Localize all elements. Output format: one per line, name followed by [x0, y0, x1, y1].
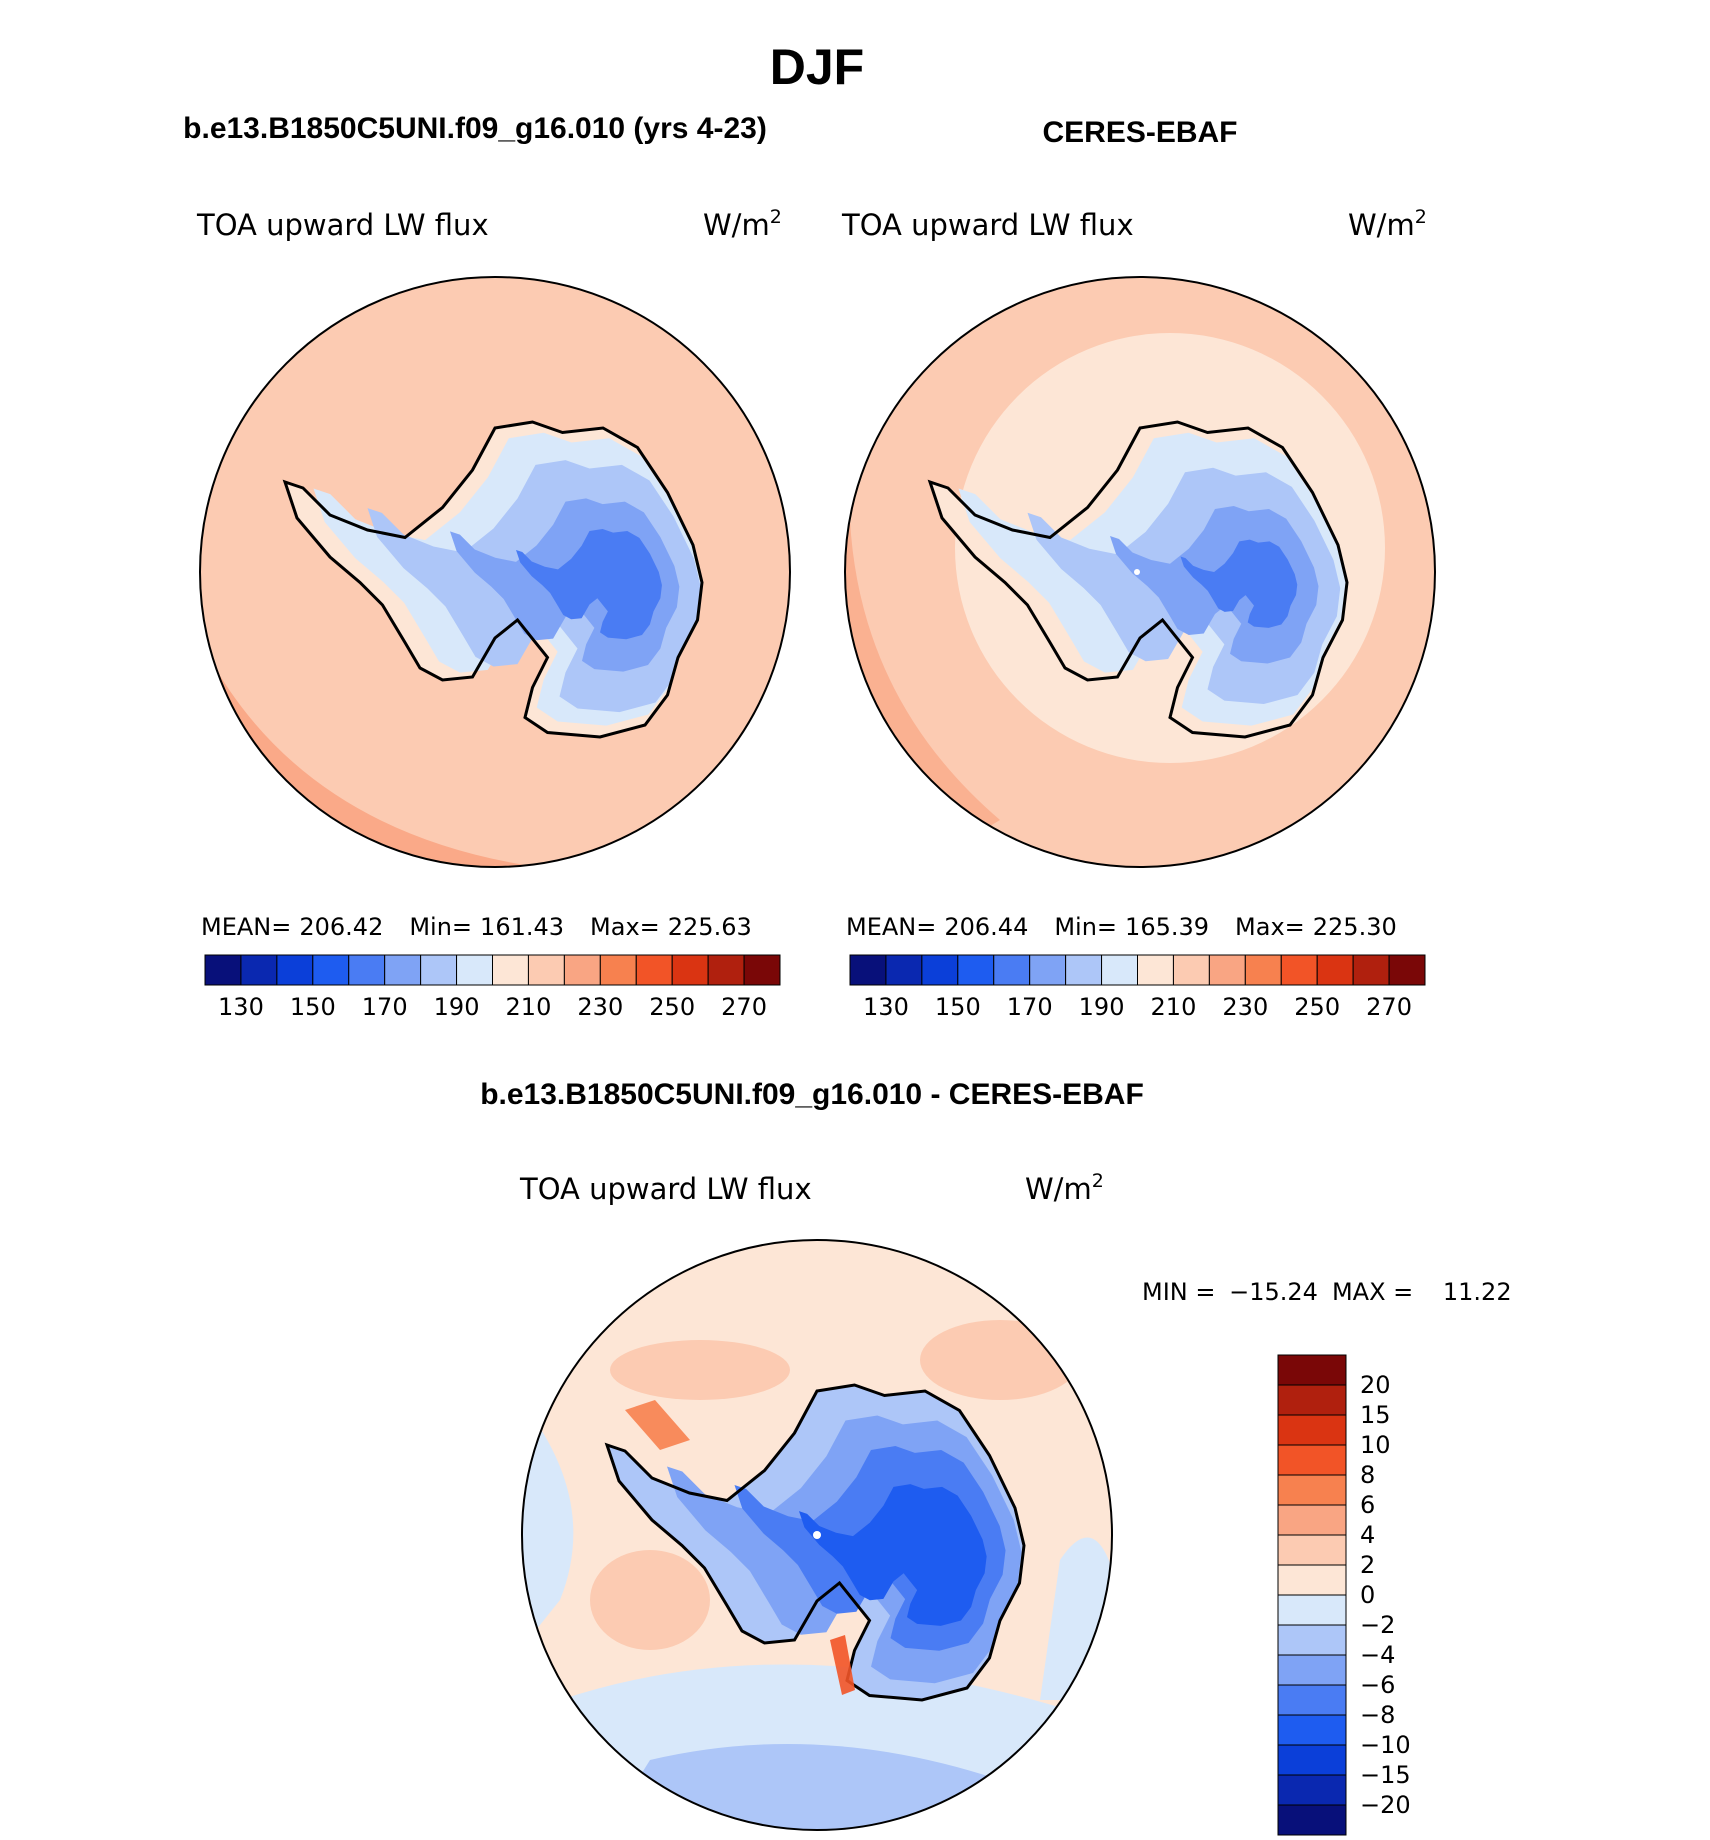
colorbar-swatch [1277, 1444, 1347, 1476]
diff-variable-label: TOA upward LW flux [519, 1172, 812, 1206]
model-variable-label: TOA upward LW flux [196, 208, 489, 242]
season-title: DJF [770, 39, 864, 95]
model-stats: MEAN= 206.42 Min= 161.43 Max= 225.63 [201, 913, 752, 941]
colorbar-swatch [1280, 954, 1318, 986]
obs-variable-label: TOA upward LW flux [841, 208, 1134, 242]
colorbar-swatch [743, 954, 781, 986]
colorbar-tick-label: 10 [1360, 1431, 1391, 1459]
colorbar-swatch [635, 954, 673, 986]
colorbar-swatch [276, 954, 314, 986]
colorbar-swatch [1029, 954, 1067, 986]
colorbar-swatch [1277, 1684, 1347, 1716]
colorbar-tick-label: −10 [1360, 1731, 1411, 1759]
colorbar-tick-label: 8 [1360, 1461, 1375, 1489]
colorbar-swatch [1065, 954, 1103, 986]
colorbar-swatch [204, 954, 242, 986]
colorbar-swatch [885, 954, 923, 986]
colorbar-swatch [312, 954, 350, 986]
colorbar-swatch [707, 954, 745, 986]
colorbar-tick-label: 15 [1360, 1401, 1391, 1429]
colorbar-swatch [1277, 1654, 1347, 1686]
obs-title: CERES-EBAF [1042, 116, 1237, 149]
obs-stats: MEAN= 206.44 Min= 165.39 Max= 225.30 [846, 913, 1397, 941]
colorbar-swatch [1172, 954, 1210, 986]
obs-colorbar: 130 150 170 190 210 230 250 270 [849, 954, 1426, 1021]
colorbar-tick-label: 250 [1294, 993, 1340, 1021]
colorbar-tick-label: 130 [863, 993, 909, 1021]
colorbar-swatch [1277, 1774, 1347, 1806]
colorbar-swatch [456, 954, 493, 986]
colorbar-tick-label: 190 [1079, 993, 1125, 1021]
colorbar-tick-label: 6 [1360, 1491, 1375, 1519]
colorbar-tick-label: 210 [506, 993, 552, 1021]
colorbar-tick-label: 170 [1007, 993, 1053, 1021]
colorbar-tick-label: −4 [1360, 1641, 1395, 1669]
colorbar-swatch [671, 954, 709, 986]
colorbar-swatch [1352, 954, 1390, 986]
colorbar-swatch [348, 954, 386, 986]
colorbar-swatch [599, 954, 637, 986]
colorbar-swatch [1277, 1624, 1347, 1656]
colorbar-swatch [384, 954, 422, 986]
colorbar-tick-label: 210 [1151, 993, 1197, 1021]
obs-units: W/m2 [1348, 206, 1427, 242]
colorbar-swatch [420, 954, 458, 986]
colorbar-tick-label: 170 [362, 993, 408, 1021]
colorbar-swatch [849, 954, 887, 986]
colorbar-tick-label: 250 [649, 993, 695, 1021]
colorbar-swatch [1277, 1384, 1347, 1416]
colorbar-swatch [1277, 1534, 1347, 1566]
colorbar-swatch [957, 954, 995, 986]
colorbar-swatch [1277, 1474, 1347, 1506]
diff-stats: MIN = −15.24 MAX = 11.22 [1142, 1278, 1512, 1306]
colorbar-swatch [1277, 1504, 1347, 1536]
diff-map [521, 1239, 1113, 1831]
model-colorbar: 130 150 170 190 210 230 250 270 [204, 954, 781, 1021]
colorbar-swatch [240, 954, 278, 986]
colorbar-swatch [1277, 1354, 1347, 1386]
colorbar-tick-label: −6 [1360, 1671, 1395, 1699]
colorbar-swatch [1277, 1714, 1347, 1746]
colorbar-swatch [1277, 1804, 1347, 1836]
colorbar-tick-label: 230 [577, 993, 623, 1021]
colorbar-swatch [1277, 1414, 1347, 1446]
diff-units: W/m2 [1025, 1170, 1104, 1206]
colorbar-tick-label: 0 [1360, 1581, 1375, 1609]
colorbar-tick-label: 190 [434, 993, 480, 1021]
colorbar-swatch [921, 954, 959, 986]
colorbar-tick-label: 150 [935, 993, 981, 1021]
model-title: b.e13.B1850C5UNI.f09_g16.010 (yrs 4-23) [183, 112, 767, 145]
colorbar-swatch [1277, 1594, 1347, 1626]
colorbar-tick-label: 4 [1360, 1521, 1375, 1549]
colorbar-tick-label: −20 [1360, 1791, 1411, 1819]
colorbar-swatch [1277, 1564, 1347, 1596]
obs-map [844, 276, 1436, 868]
colorbar-swatch [993, 954, 1031, 986]
model-units: W/m2 [703, 206, 782, 242]
colorbar-tick-label: −2 [1360, 1611, 1395, 1639]
colorbar-swatch [1316, 954, 1354, 986]
model-map [199, 276, 791, 868]
colorbar-swatch [1388, 954, 1426, 986]
colorbar-tick-label: 20 [1360, 1371, 1391, 1399]
colorbar-swatch [492, 954, 529, 986]
colorbar-swatch [1101, 954, 1138, 986]
colorbar-tick-label: −15 [1360, 1761, 1411, 1789]
diff-title: b.e13.B1850C5UNI.f09_g16.010 - CERES-EBA… [480, 1078, 1144, 1111]
colorbar-swatch [1244, 954, 1282, 986]
colorbar-swatch [527, 954, 565, 986]
colorbar-tick-label: 2 [1360, 1551, 1375, 1579]
colorbar-tick-label: 150 [290, 993, 336, 1021]
colorbar-tick-label: 130 [218, 993, 264, 1021]
colorbar-tick-label: 270 [1366, 993, 1412, 1021]
colorbar-swatch [1208, 954, 1246, 986]
colorbar-swatch [1277, 1744, 1347, 1776]
colorbar-tick-label: 270 [721, 993, 767, 1021]
colorbar-swatch [1137, 954, 1174, 986]
colorbar-tick-label: −8 [1360, 1701, 1395, 1729]
colorbar-tick-label: 230 [1222, 993, 1268, 1021]
colorbar-swatch [563, 954, 601, 986]
